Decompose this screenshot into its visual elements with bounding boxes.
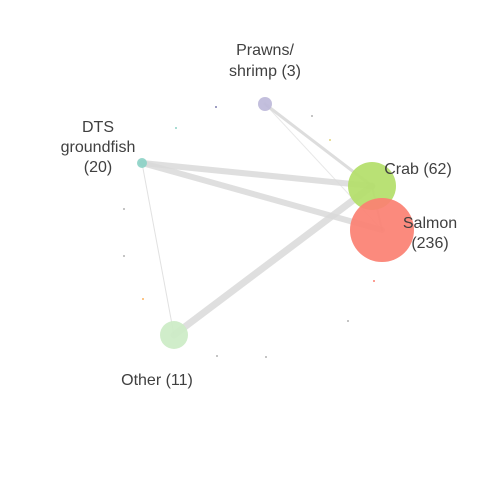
node-label-crab: Crab (62) xyxy=(384,161,452,178)
background-dot xyxy=(216,355,218,357)
node-salmon xyxy=(350,198,414,262)
background-dots xyxy=(123,106,375,358)
background-dot xyxy=(123,208,125,210)
background-dot xyxy=(175,127,177,129)
node-label-line: (20) xyxy=(84,159,112,176)
node-dts xyxy=(137,158,147,168)
node-label-line: DTS xyxy=(82,119,114,136)
background-dot xyxy=(215,106,217,108)
node-label-dts: DTS groundfish (20) xyxy=(61,119,136,176)
background-dot xyxy=(347,320,349,322)
node-label-salmon: Salmon (236) xyxy=(403,215,457,252)
edge-dts-other xyxy=(141,162,175,336)
node-label-line: Crab (62) xyxy=(384,161,452,178)
background-dot xyxy=(142,298,144,300)
edge-dts-crab xyxy=(139,160,375,189)
edges-layer xyxy=(139,102,385,339)
node-label-line: shrimp (3) xyxy=(229,63,301,80)
background-dot xyxy=(311,115,313,117)
background-dot xyxy=(329,139,331,141)
node-label-line: Other (11) xyxy=(121,372,193,389)
edge-dts-salmon xyxy=(139,160,385,233)
node-label-line: Salmon xyxy=(403,215,457,232)
node-label-other: Other (11) xyxy=(121,372,193,389)
node-label-line: Prawns/ xyxy=(236,42,294,59)
nodes-layer xyxy=(137,97,414,349)
background-dot xyxy=(373,280,375,282)
labels-layer: Prawns/shrimp (3) DTS groundfish (20) Crab (… xyxy=(61,42,457,389)
node-other xyxy=(160,321,188,349)
node-label-line: (236) xyxy=(411,235,448,252)
node-label-line: groundfish xyxy=(61,139,136,156)
edge-other-crab xyxy=(170,182,376,339)
background-dot xyxy=(123,255,125,257)
node-crab xyxy=(348,162,396,210)
node-label-prawns: Prawns/shrimp (3) xyxy=(229,42,301,80)
background-dot xyxy=(265,356,267,358)
node-prawns xyxy=(258,97,272,111)
